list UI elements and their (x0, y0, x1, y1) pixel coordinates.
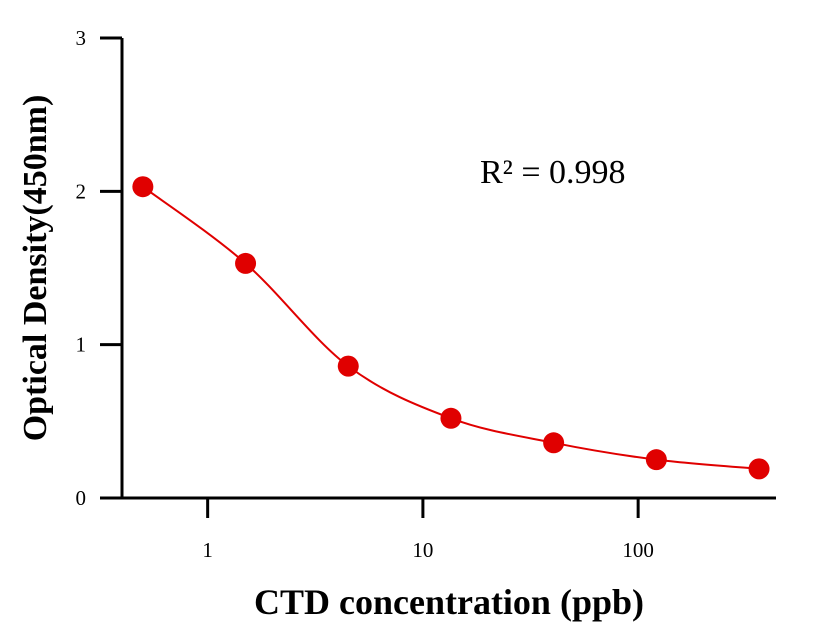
y-axis-label: Optical Density(450nm) (17, 95, 54, 442)
x-axis-label: CTD concentration (ppb) (254, 582, 644, 622)
x-tick-label: 1 (202, 538, 213, 562)
data-points (132, 176, 770, 480)
data-point (132, 176, 154, 198)
data-point (748, 458, 770, 480)
data-point (543, 432, 565, 454)
axes: 0 1 2 3 1 10 100 (76, 26, 776, 562)
y-tick-label: 3 (76, 26, 87, 50)
x-tick-label: 100 (622, 538, 654, 562)
data-point (440, 407, 462, 429)
y-tick-label: 1 (76, 333, 87, 357)
y-tick-label: 0 (76, 486, 87, 510)
r-squared-annotation: R² = 0.998 (480, 154, 626, 191)
data-point (645, 449, 667, 471)
x-tick-label: 10 (412, 538, 433, 562)
data-point (235, 252, 257, 274)
y-tick-label: 2 (76, 179, 87, 203)
data-point (337, 355, 359, 377)
